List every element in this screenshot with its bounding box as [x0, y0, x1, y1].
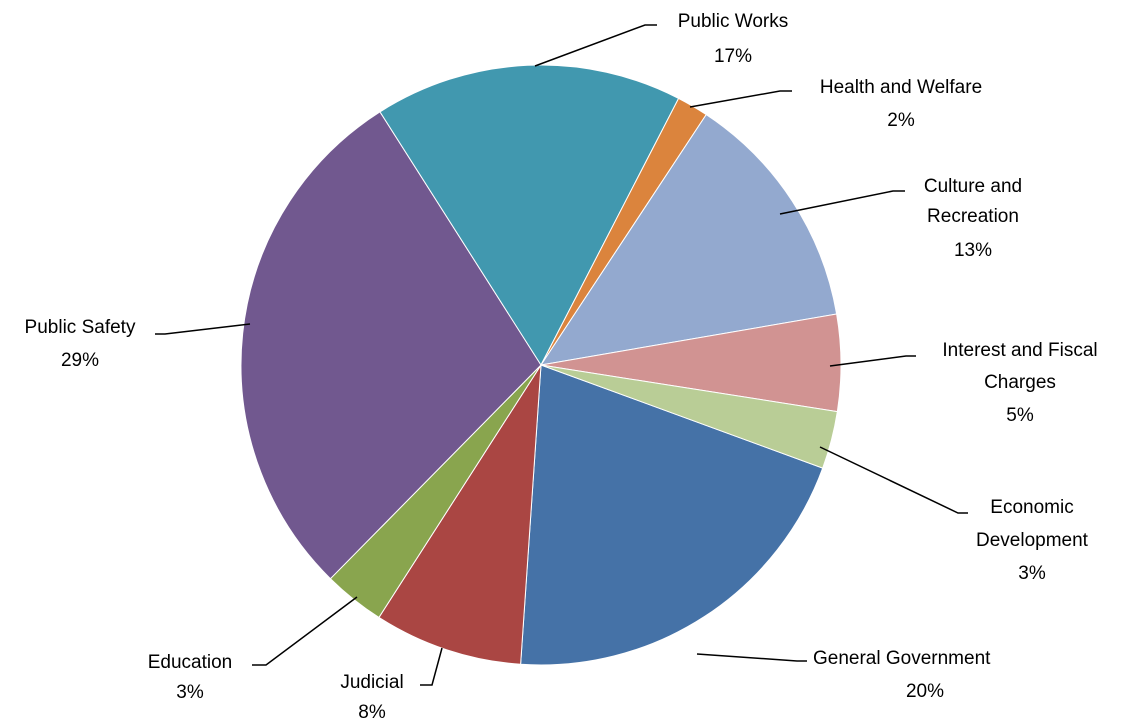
- leader-line-culture-and-recreation: [779, 190, 905, 215]
- slice-label-general-government: General Government: [813, 648, 991, 669]
- slice-label-interest-and-fiscal-charges: Interest and Fiscal: [942, 340, 1097, 361]
- pie-slice-judicial: [378, 364, 542, 665]
- slice-label-interest-and-fiscal-charges: Charges: [984, 372, 1056, 393]
- leader-line-health-and-welfare: [689, 90, 792, 108]
- pie-slices: [240, 64, 842, 666]
- pie-slice-economic-development: [540, 364, 838, 469]
- slice-label-economic-development: Development: [976, 530, 1089, 551]
- leader-line-public-works: [534, 24, 657, 67]
- slice-percent-public-safety: 29%: [61, 350, 99, 371]
- slice-percent-economic-development: 3%: [1018, 563, 1046, 584]
- pie-slice-general-government: [520, 364, 824, 666]
- slice-percent-judicial: 8%: [358, 702, 386, 723]
- leader-line-interest-and-fiscal-charges: [829, 355, 916, 367]
- slice-percent-education: 3%: [176, 682, 204, 703]
- slice-label-economic-development: Economic: [990, 497, 1073, 518]
- slice-label-judicial: Judicial: [340, 672, 403, 693]
- leader-lines: [155, 24, 968, 686]
- leader-line-public-safety: [155, 323, 251, 335]
- leader-line-judicial: [420, 647, 443, 686]
- data-labels: General Government 20% Judicial 8% Education…: [25, 11, 1098, 723]
- slice-percent-public-works: 17%: [714, 46, 752, 67]
- slice-label-culture-and-recreation: Culture and: [924, 176, 1022, 197]
- pie-slice-public-works: [379, 64, 680, 367]
- slice-label-public-safety: Public Safety: [25, 317, 136, 338]
- slice-label-culture-and-recreation: Recreation: [927, 206, 1019, 227]
- leader-line-education: [252, 596, 358, 666]
- pie-slice-culture-and-recreation: [539, 113, 838, 366]
- slice-label-public-works: Public Works: [678, 11, 789, 32]
- pie-slice-public-safety: [240, 111, 542, 580]
- slice-percent-culture-and-recreation: 13%: [954, 240, 992, 261]
- leader-line-economic-development: [819, 446, 968, 514]
- leader-line-general-government: [696, 653, 807, 662]
- slice-percent-health-and-welfare: 2%: [887, 110, 915, 131]
- slice-percent-general-government: 20%: [906, 681, 944, 702]
- slice-percent-interest-and-fiscal-charges: 5%: [1006, 405, 1034, 426]
- slice-label-health-and-welfare: Health and Welfare: [820, 77, 982, 98]
- slice-label-education: Education: [148, 652, 233, 673]
